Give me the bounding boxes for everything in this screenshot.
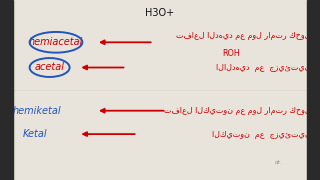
Text: ROH: ROH: [222, 49, 240, 58]
Bar: [307, 0, 320, 180]
Text: تفاعل الدهيد مع مول رامتر كحول: تفاعل الدهيد مع مول رامتر كحول: [176, 31, 310, 40]
Text: hemiacetal: hemiacetal: [29, 37, 83, 47]
Text: Ketal: Ketal: [23, 129, 47, 139]
Bar: [0, 0, 13, 180]
Text: hemiketal: hemiketal: [12, 106, 61, 116]
Text: الالدهيد  مع  جزيئتين: الالدهيد مع جزيئتين: [216, 63, 310, 72]
Text: H3O+: H3O+: [145, 8, 175, 18]
Text: acetal: acetal: [35, 62, 65, 73]
Text: الكيتون  مع  جزيئتين: الكيتون مع جزيئتين: [212, 130, 310, 139]
Text: تفاعل الكيتون مع مول رامتر كحول: تفاعل الكيتون مع مول رامتر كحول: [164, 106, 310, 115]
Text: dr.: dr.: [275, 160, 282, 165]
